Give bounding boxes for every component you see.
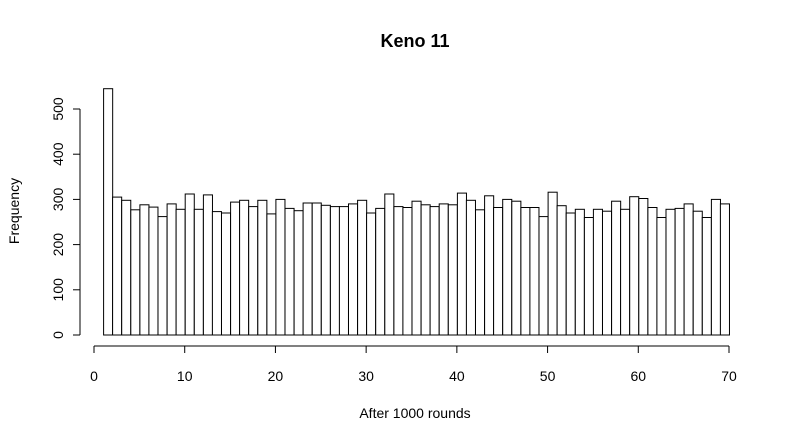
histogram-bar [611, 200, 622, 336]
histogram-bar [647, 207, 658, 336]
histogram-bar [112, 196, 123, 336]
histogram-bar [257, 199, 268, 336]
histogram-bar [366, 212, 377, 336]
x-axis-label: After 1000 rounds [359, 405, 470, 421]
x-axis: 0 10 20 30 40 50 60 70 [90, 345, 737, 384]
histogram-bar [130, 209, 141, 336]
x-tick-label: 40 [449, 368, 465, 384]
x-tick-label: 50 [540, 368, 556, 384]
histogram-bar [139, 204, 150, 336]
histogram-bar [103, 88, 114, 336]
bars-group [103, 88, 730, 336]
histogram-bar [656, 217, 667, 336]
histogram-bar [520, 207, 531, 336]
histogram-bar [175, 208, 186, 336]
histogram-bar [475, 209, 486, 336]
histogram-bar [420, 204, 431, 336]
histogram-bar [629, 196, 640, 336]
histogram-bar [248, 206, 259, 336]
histogram-bar [565, 212, 576, 336]
histogram-bar [511, 200, 522, 336]
histogram-bar [202, 194, 213, 336]
x-tick-label: 10 [177, 368, 193, 384]
histogram-bar [411, 200, 422, 336]
histogram-bar [456, 192, 467, 336]
histogram-bar [620, 208, 631, 336]
y-tick-label: 100 [50, 278, 66, 302]
histogram-bar [320, 204, 331, 336]
histogram-bar [166, 203, 177, 336]
histogram-bar [302, 202, 313, 336]
histogram-bar [583, 217, 594, 336]
histogram-bar [683, 203, 694, 336]
histogram-bar [674, 207, 685, 336]
histogram-bar [239, 199, 250, 336]
histogram-bar [438, 203, 449, 336]
histogram-bar [266, 213, 277, 336]
histogram-bar [701, 217, 712, 336]
histogram-bar [121, 199, 132, 336]
histogram-bar [211, 211, 222, 336]
histogram-bar [311, 202, 322, 336]
histogram-bar [556, 205, 567, 336]
histogram-bar [429, 206, 440, 336]
y-tick-label: 0 [50, 331, 66, 339]
y-tick-label: 200 [50, 233, 66, 257]
histogram-bar [375, 207, 386, 336]
histogram-bar [710, 198, 721, 336]
histogram-bar [357, 199, 368, 336]
x-tick-label: 70 [721, 368, 737, 384]
histogram-bar [665, 208, 676, 336]
histogram-bar [221, 212, 232, 336]
histogram-bar [592, 208, 603, 336]
y-axis-label: Frequency [6, 178, 22, 244]
histogram-bar [329, 206, 340, 336]
histogram-bar [465, 199, 476, 336]
histogram-bar [538, 216, 549, 336]
histogram-bar [275, 198, 286, 336]
y-axis: 0 100 200 300 400 500 [50, 97, 81, 339]
chart-title: Keno 11 [380, 31, 449, 51]
x-tick-label: 30 [358, 368, 374, 384]
histogram-bar [157, 216, 168, 336]
histogram-bar [293, 210, 304, 336]
histogram-bar [402, 207, 413, 336]
histogram-bar [384, 193, 395, 336]
histogram-bar [719, 203, 730, 336]
histogram-bar [284, 207, 295, 336]
x-tick-label: 60 [630, 368, 646, 384]
histogram-bar [502, 198, 513, 336]
histogram-bar [493, 207, 504, 336]
histogram-bar [638, 198, 649, 336]
x-tick-label: 0 [90, 368, 98, 384]
y-tick-label: 500 [50, 97, 66, 121]
histogram-bar [184, 193, 195, 336]
histogram-bar [193, 208, 204, 336]
histogram-bar [692, 210, 703, 336]
histogram-bar [148, 206, 159, 336]
y-tick-label: 300 [50, 188, 66, 212]
histogram-bar [484, 195, 495, 336]
histogram-bar [230, 201, 241, 336]
histogram-bar [338, 206, 349, 336]
histogram-bar [447, 204, 458, 336]
x-tick-label: 20 [268, 368, 284, 384]
y-tick-label: 400 [50, 142, 66, 166]
histogram-bar [529, 207, 540, 336]
histogram-bar [348, 203, 359, 336]
histogram-bar [547, 191, 558, 336]
histogram-bar [602, 210, 613, 336]
histogram-bar [393, 206, 404, 336]
histogram-bar [574, 208, 585, 336]
